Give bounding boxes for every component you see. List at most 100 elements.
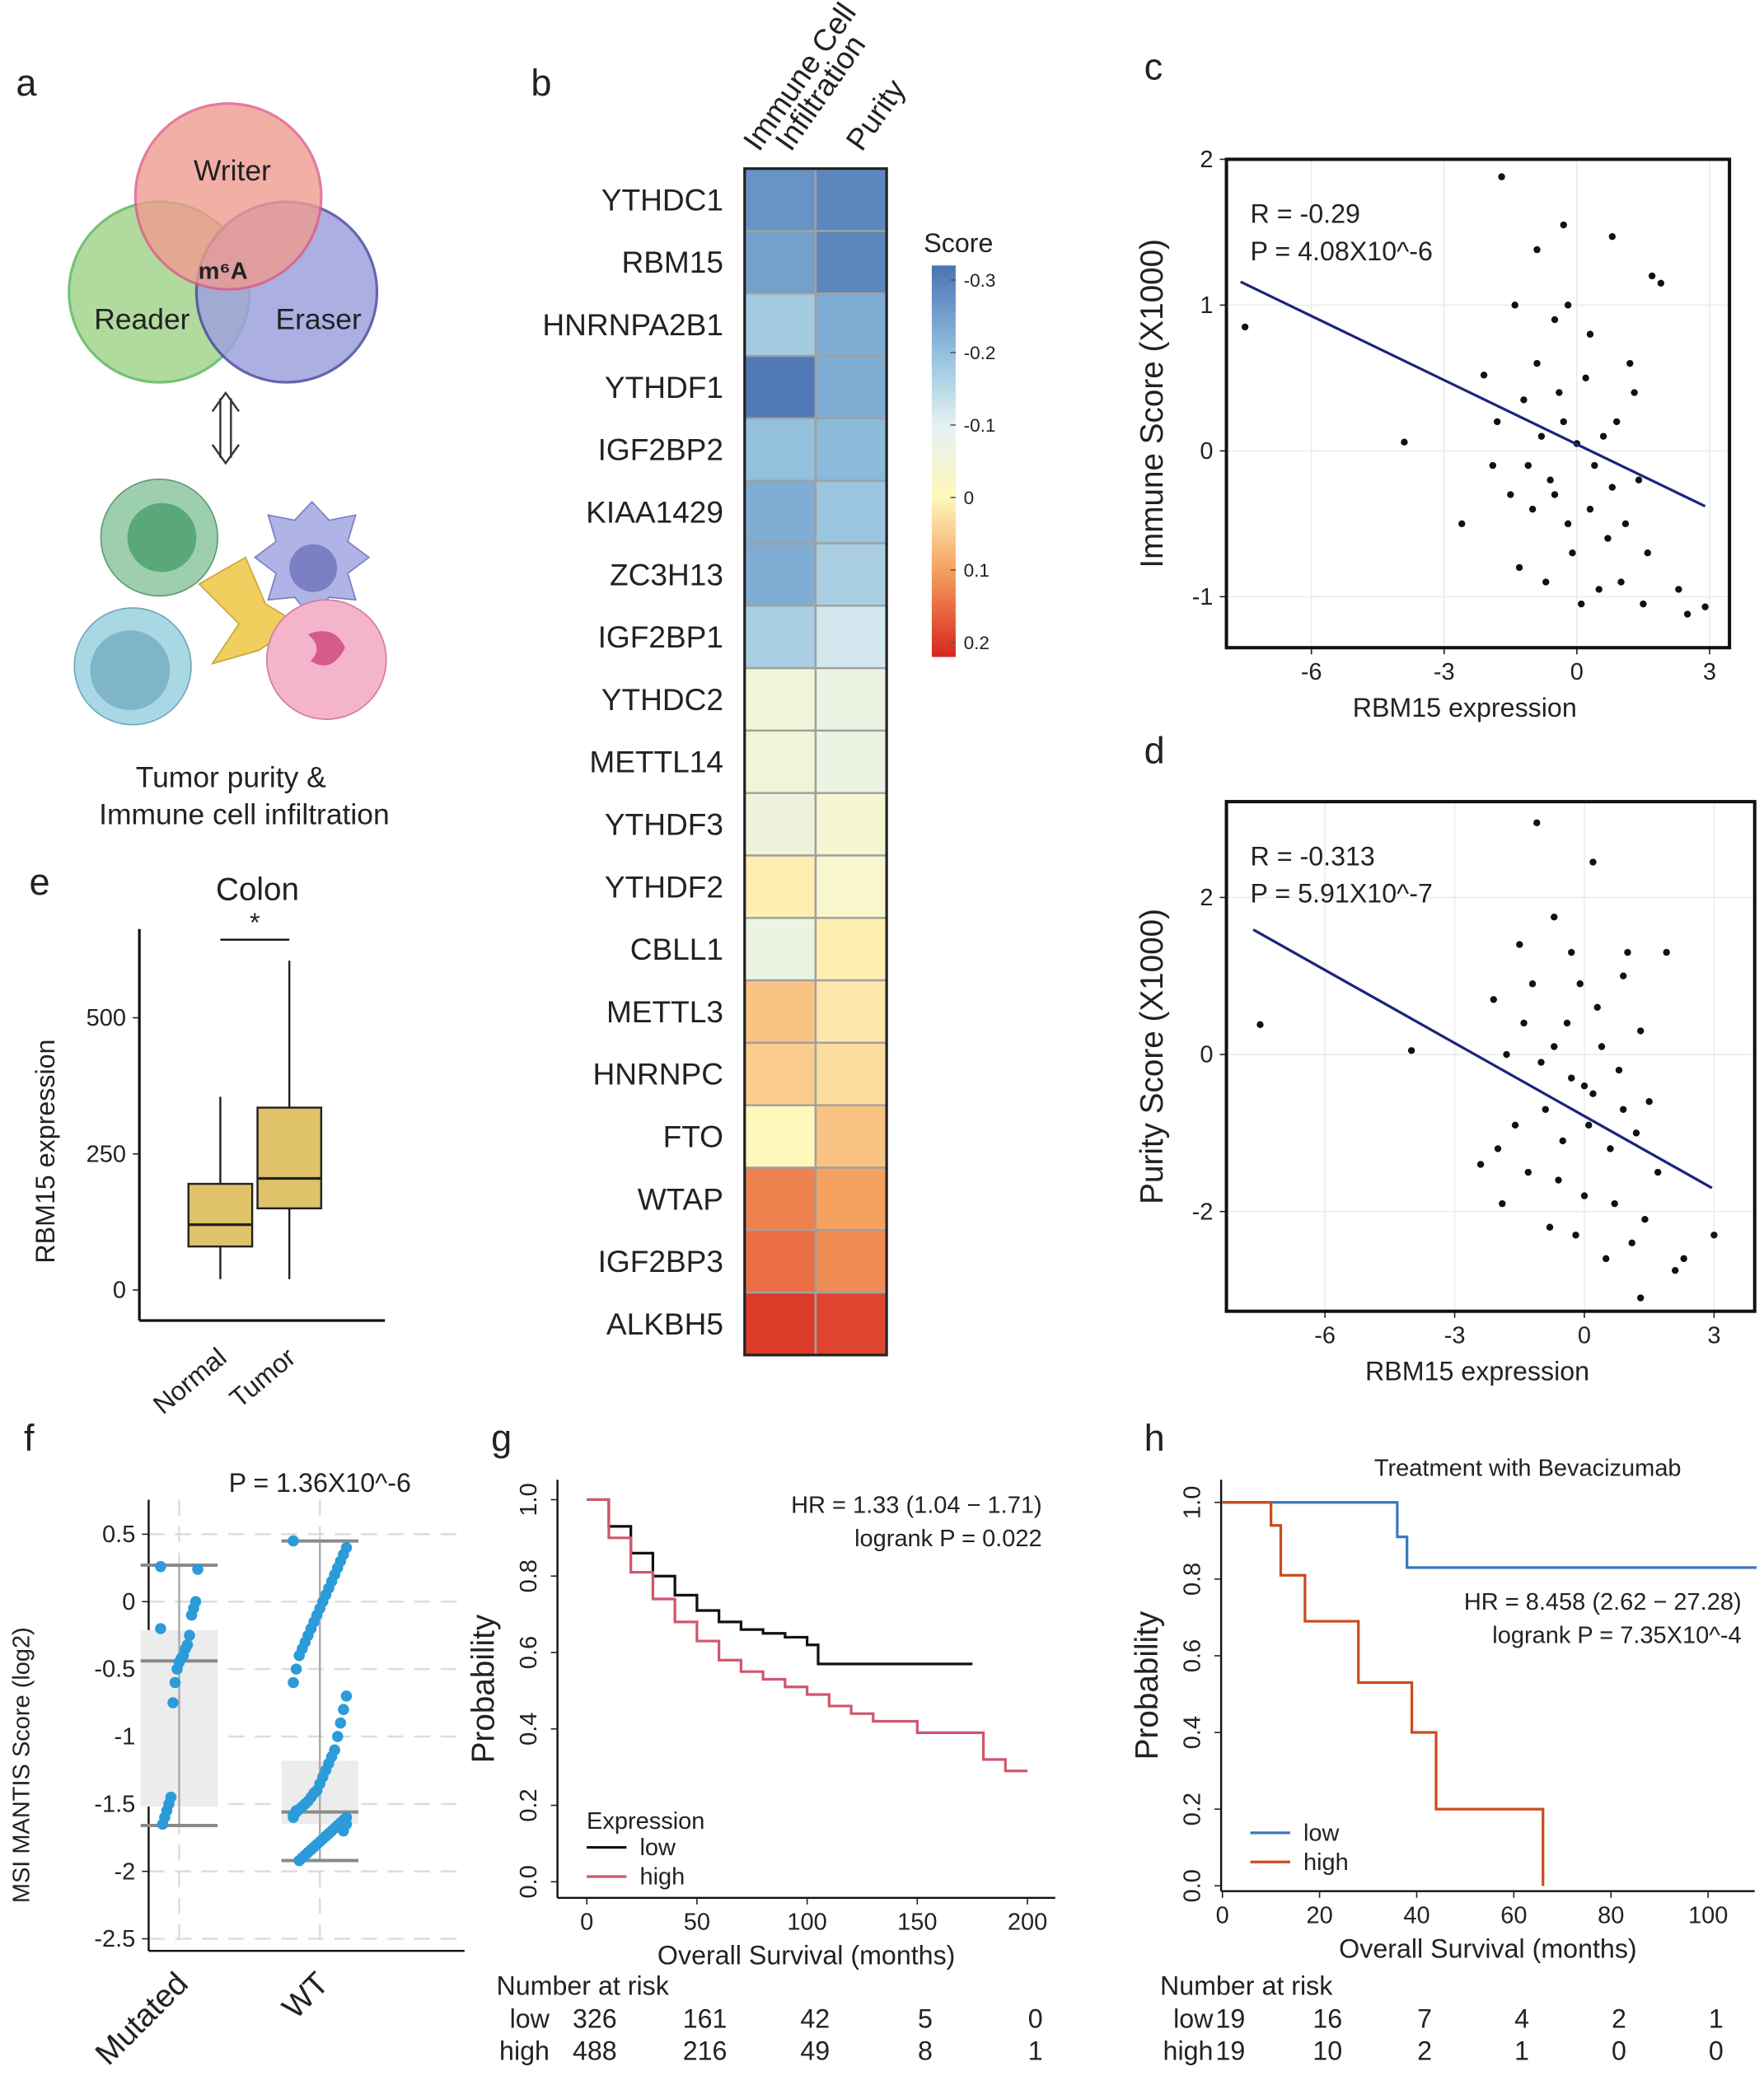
panel-label: a bbox=[16, 62, 37, 104]
point bbox=[1593, 1003, 1601, 1012]
point bbox=[338, 1704, 349, 1715]
point bbox=[171, 1663, 183, 1675]
risk-value: 1 bbox=[1709, 2004, 1724, 2034]
point bbox=[293, 1649, 305, 1662]
box bbox=[256, 1106, 323, 1210]
point bbox=[1511, 302, 1518, 309]
point bbox=[192, 1564, 204, 1575]
annotation: HR = 8.458 (2.62 − 27.28) bbox=[1464, 1589, 1742, 1615]
risk-value: 19 bbox=[1215, 2036, 1245, 2065]
row-label: HNRNPC bbox=[593, 1057, 723, 1092]
row-label: YTHDF1 bbox=[605, 370, 723, 404]
risk-value: 2 bbox=[1417, 2036, 1432, 2065]
heat-cell bbox=[814, 979, 888, 1045]
row-label: CBLL1 bbox=[630, 932, 723, 966]
y-tick-label: -0.5 bbox=[94, 1657, 135, 1683]
annotation: P = 4.08X10^-6 bbox=[1251, 236, 1433, 266]
point bbox=[1626, 359, 1634, 367]
cell-nucleus bbox=[90, 630, 171, 710]
row-label: IGF2BP2 bbox=[598, 432, 723, 467]
risk-value: 161 bbox=[683, 2004, 728, 2034]
point bbox=[331, 1731, 344, 1742]
point bbox=[1537, 432, 1546, 440]
risk-value: 8 bbox=[918, 2036, 933, 2065]
y-axis-label: RBM15 expression bbox=[30, 1040, 60, 1264]
double-arrow bbox=[211, 390, 240, 465]
point bbox=[1542, 578, 1550, 586]
point bbox=[1241, 323, 1249, 331]
x-tick-label: 200 bbox=[1008, 1909, 1047, 1935]
y-tick-label: -1.5 bbox=[94, 1791, 135, 1817]
point bbox=[1564, 520, 1572, 527]
chart-title: Colon bbox=[216, 872, 299, 907]
x-tick-label: 40 bbox=[1403, 1902, 1429, 1928]
x-tick-label: WT bbox=[276, 1966, 336, 2026]
point bbox=[1511, 1121, 1519, 1129]
point bbox=[1546, 1223, 1554, 1231]
x-tick-label: 3 bbox=[1707, 1322, 1720, 1349]
y-tick-label: 0.8 bbox=[516, 1559, 542, 1592]
risk-value: 5 bbox=[918, 2004, 933, 2034]
point bbox=[288, 1812, 299, 1823]
y-tick-label: 0.2 bbox=[1179, 1793, 1205, 1826]
point bbox=[185, 1609, 198, 1621]
heat-cell bbox=[743, 729, 817, 794]
risk-value: 4 bbox=[1514, 2004, 1529, 2034]
x-tick-label: -3 bbox=[1444, 1322, 1466, 1349]
heat-cell bbox=[743, 479, 817, 545]
x-tick-label: 150 bbox=[897, 1909, 937, 1935]
colorbar-label: -0.2 bbox=[964, 343, 996, 363]
risk-value: 42 bbox=[800, 2004, 830, 2034]
panel-label: g bbox=[491, 1417, 512, 1459]
x-tick-label: 100 bbox=[787, 1909, 826, 1935]
colorbar-label: 0 bbox=[964, 488, 975, 508]
heat-frame bbox=[743, 167, 888, 1357]
y-tick-label: 0.8 bbox=[1179, 1563, 1205, 1596]
y-tick-label: -1 bbox=[115, 1724, 136, 1751]
point bbox=[1589, 858, 1597, 866]
point bbox=[1546, 476, 1554, 484]
writer-circle bbox=[133, 102, 323, 291]
point bbox=[1507, 491, 1514, 498]
point bbox=[1551, 316, 1559, 324]
risk-row-name: high bbox=[1163, 2036, 1214, 2065]
y-axis-label: Immune Score (X1000) bbox=[1135, 239, 1170, 568]
panel-label: e bbox=[29, 861, 49, 903]
point bbox=[1568, 948, 1575, 956]
box bbox=[187, 1182, 254, 1248]
row-label: WTAP bbox=[638, 1181, 723, 1216]
point bbox=[1458, 520, 1466, 527]
heat-cell bbox=[743, 417, 817, 482]
point bbox=[1595, 586, 1603, 593]
y-tick-label: 0 bbox=[113, 1278, 126, 1304]
point bbox=[1407, 1047, 1415, 1054]
x-tick-label: 60 bbox=[1500, 1902, 1527, 1928]
x-tick-label: -6 bbox=[1301, 659, 1322, 685]
point bbox=[1607, 1145, 1614, 1152]
point bbox=[1520, 396, 1528, 404]
row-label: HNRNPA2B1 bbox=[542, 307, 723, 342]
column-label: Purity bbox=[839, 72, 912, 157]
x-tick-label: 20 bbox=[1306, 1902, 1332, 1928]
annotation: R = -0.313 bbox=[1251, 841, 1375, 871]
significance: * bbox=[250, 908, 260, 937]
risk-value: 7 bbox=[1417, 2004, 1432, 2034]
point bbox=[1564, 302, 1572, 309]
y-tick-label: 0 bbox=[1200, 438, 1213, 465]
heat-cell bbox=[814, 479, 888, 545]
heat-cell bbox=[814, 1229, 888, 1294]
point bbox=[1586, 505, 1594, 513]
heat-cell bbox=[743, 1166, 817, 1232]
point bbox=[288, 1676, 299, 1689]
point bbox=[1637, 1294, 1645, 1302]
point bbox=[1480, 372, 1488, 379]
writer-label: Writer bbox=[194, 154, 271, 187]
point bbox=[293, 1854, 305, 1867]
colorbar-label: 0.2 bbox=[964, 633, 990, 653]
point bbox=[1551, 1043, 1558, 1050]
panel-label: b bbox=[531, 62, 551, 104]
point bbox=[1476, 1161, 1485, 1168]
row-label: ALKBH5 bbox=[606, 1307, 723, 1341]
y-axis-label: MSI MANTIS Score (log2) bbox=[8, 1627, 35, 1903]
